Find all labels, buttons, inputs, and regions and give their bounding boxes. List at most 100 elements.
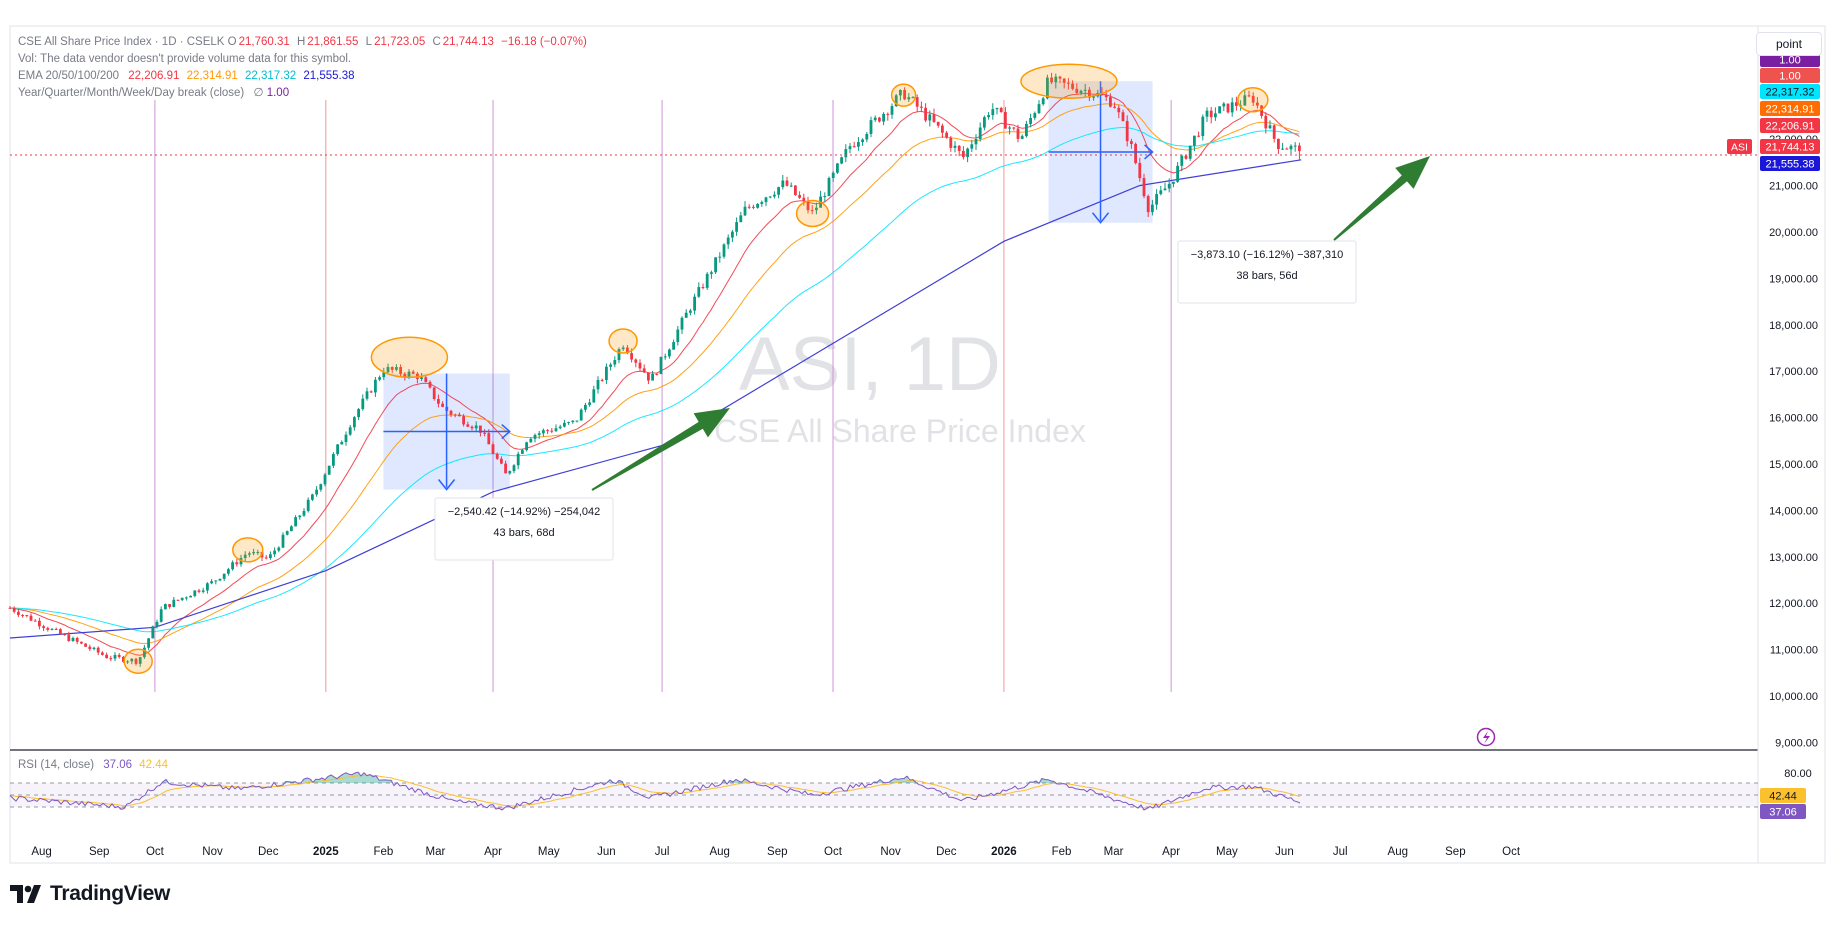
candle-body <box>962 150 965 158</box>
price-badges: 1.00 1.00 22,317.32 22,314.91 22,206.91 ASI 21… <box>1727 52 1820 171</box>
time-tick-label: Feb <box>1052 846 1072 858</box>
ema-label[interactable]: EMA 20/50/100/200 <box>18 70 120 82</box>
time-tick-label: Mar <box>1104 846 1124 858</box>
watermark-name: CSE All Share Price Index <box>714 413 1086 449</box>
lightning-icon[interactable] <box>1476 727 1496 747</box>
candle-body <box>294 517 297 527</box>
highlight-ellipse[interactable] <box>370 336 449 379</box>
candle-body <box>924 107 927 121</box>
drawings[interactable]: −2,540.42 (−14.92%) −254,042 43 bars, 68d… <box>123 63 1430 674</box>
candle-body <box>84 643 87 647</box>
candle-body <box>159 609 163 622</box>
price-tick-label: 11,000.00 <box>1770 645 1818 657</box>
tradingview-logo[interactable]: TradingView <box>10 882 170 906</box>
rsi-label[interactable]: RSI (14, close) <box>18 759 95 771</box>
candle-body <box>777 187 780 195</box>
candle-body <box>605 366 608 380</box>
candle-body <box>684 312 688 318</box>
highlight-ellipse[interactable] <box>1237 87 1269 113</box>
time-tick-label: 2025 <box>313 846 339 858</box>
measure-label-line1: −3,873.10 (−16.12%) −387,310 <box>1191 249 1344 261</box>
candle-body <box>1277 138 1280 150</box>
price-badge <box>1760 68 1820 83</box>
highlight-ellipse[interactable] <box>890 83 917 107</box>
measure-label-line1: −2,540.42 (−14.92%) −254,042 <box>448 506 601 518</box>
time-tick-label: Sep <box>767 846 787 858</box>
candle-body <box>798 195 801 198</box>
price-badge <box>1760 139 1820 154</box>
ema20-line <box>9 92 1300 656</box>
candle-body <box>1079 90 1083 94</box>
candle-body <box>1134 143 1137 164</box>
highlight-ellipse[interactable] <box>232 537 264 563</box>
candle-body <box>399 367 402 374</box>
candle-body <box>1205 110 1209 117</box>
candle-body <box>21 615 24 617</box>
candle-body <box>138 657 142 664</box>
candle-body <box>1201 116 1205 136</box>
candle-body <box>176 599 180 601</box>
high-value: 21,861.55 <box>307 36 359 48</box>
candle-body <box>1033 113 1037 118</box>
price-badge-label: 21,744.13 <box>1766 142 1815 154</box>
trend-arrow[interactable] <box>1333 156 1430 241</box>
candle-body <box>836 163 839 173</box>
candle-body <box>1281 148 1284 150</box>
candle-body <box>915 97 919 107</box>
candle-body <box>1113 106 1116 108</box>
candle-body <box>626 347 629 354</box>
candle-body <box>966 148 969 158</box>
time-tick-label: Sep <box>1445 846 1465 858</box>
highlight-ellipse[interactable] <box>1020 63 1118 99</box>
candle-body <box>319 484 323 490</box>
rsi-tick-80: 80.00 <box>1784 768 1812 780</box>
rsi-ma-badge-label: 42.44 <box>1769 791 1797 803</box>
candle-body <box>718 256 722 258</box>
time-tick-label: Nov <box>202 846 223 858</box>
price-axis[interactable]: 22,000.0021,000.0020,000.0019,000.0018,0… <box>1769 134 1818 749</box>
scale-mode-button[interactable]: point <box>1756 32 1822 56</box>
candle-body <box>390 367 394 370</box>
candle-body <box>634 359 638 363</box>
price-tick-label: 21,000.00 <box>1769 181 1818 193</box>
time-tick-label: Mar <box>426 846 446 858</box>
candle-body <box>1016 128 1020 139</box>
candle-body <box>353 417 356 428</box>
price-badge-label: 22,206.91 <box>1766 121 1815 133</box>
candle-body <box>130 658 134 662</box>
break-value: 1.00 <box>266 87 290 99</box>
candle-body <box>504 463 507 474</box>
candle-body <box>907 97 911 100</box>
candle-body <box>983 117 986 128</box>
candle-body <box>222 573 226 579</box>
highlight-ellipse[interactable] <box>123 648 153 674</box>
price-tick-label: 18,000.00 <box>1769 320 1818 332</box>
candle-body <box>407 371 411 377</box>
candle-body <box>1167 183 1171 189</box>
candle-body <box>1146 196 1150 213</box>
candle-body <box>1209 110 1213 118</box>
highlight-ellipse[interactable] <box>795 199 830 228</box>
symbol-title[interactable]: CSE All Share Price Index · 1D · CSELK <box>18 36 225 48</box>
candle-body <box>882 113 885 122</box>
candle-body <box>495 453 499 459</box>
candle-body <box>647 372 650 381</box>
break-label[interactable]: Year/Quarter/Month/Week/Day break (close… <box>18 87 245 99</box>
candle-body <box>180 597 184 600</box>
candle-body <box>936 121 940 126</box>
candles <box>8 72 1301 667</box>
candle-body <box>1092 96 1095 98</box>
candle-body <box>117 654 121 657</box>
candle-body <box>1067 82 1070 84</box>
candle-body <box>46 628 50 630</box>
candle-body <box>75 638 79 642</box>
candle-body <box>1184 155 1188 159</box>
time-axis[interactable]: Aug Sep Oct Nov Dec 2025 Feb Mar Apr May Jun Jul Aug… <box>31 846 1521 858</box>
candle-body <box>38 620 41 627</box>
candle-body <box>185 597 188 599</box>
candle-body <box>521 450 524 454</box>
highlight-ellipse[interactable] <box>608 328 638 354</box>
trend-arrow[interactable] <box>591 408 731 491</box>
rsi-line <box>9 771 1301 811</box>
